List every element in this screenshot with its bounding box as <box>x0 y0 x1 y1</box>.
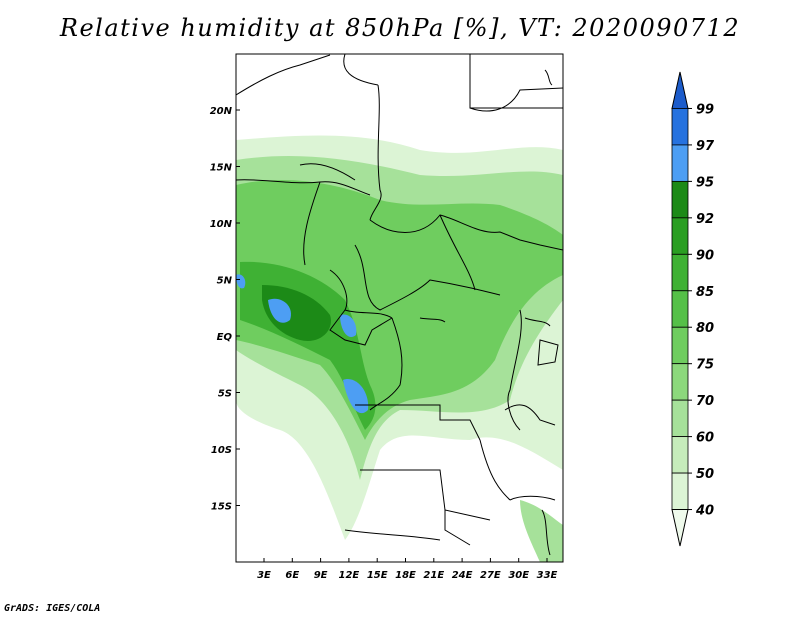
humidity-patch-blue-4 <box>236 274 246 289</box>
colorbar-level-label: 75 <box>696 358 714 373</box>
colorbar-swatch <box>671 144 689 182</box>
colorbar-level-label: 60 <box>696 431 714 446</box>
colorbar-swatch <box>671 253 689 292</box>
lon-tick-label: 15E <box>367 570 388 581</box>
lat-tick-label: 5N <box>217 276 233 287</box>
colorbar-max-triangle <box>671 71 689 109</box>
lon-tick-label: 30E <box>508 570 529 581</box>
colorbar-swatch <box>671 326 689 365</box>
humidity-band-green <box>236 180 563 440</box>
colorbar-level-label: 85 <box>696 285 714 300</box>
colorbar-level-label: 40 <box>695 504 714 519</box>
lon-tick-label: 6E <box>285 570 299 581</box>
humidity-map: 20N 15N 10N 5N EQ 5S 10S 15S 3E 6E 9E 12E 15E 18E 21E… <box>210 53 715 581</box>
lat-tick-label: 10N <box>210 219 233 230</box>
lat-tick-label: 10S <box>211 445 232 456</box>
colorbar-swatch <box>671 290 689 328</box>
lon-tick-label: 12E <box>339 570 360 581</box>
lon-tick-label: 3E <box>257 570 271 581</box>
colorbar-level-label: 70 <box>696 394 714 409</box>
colorbar: 40 50 60 70 75 80 85 90 92 95 97 99 <box>671 71 715 547</box>
colorbar-swatch <box>671 108 689 146</box>
colorbar-level-label: 90 <box>696 248 714 263</box>
lon-tick-label: 18E <box>395 570 416 581</box>
humidity-band-darkest <box>262 285 331 341</box>
colorbar-min-triangle <box>671 509 689 547</box>
lat-tick-label: 15N <box>210 163 233 174</box>
map-frame <box>235 53 564 563</box>
lat-tick-label: 20N <box>210 106 233 117</box>
lon-tick-label: 27E <box>480 570 501 581</box>
colorbar-level-label: 80 <box>696 321 714 336</box>
colorbar-level-label: 99 <box>696 102 714 117</box>
lat-tick-label: 15S <box>211 502 232 513</box>
footer-credit: GrADS: IGES/COLA <box>4 603 101 614</box>
humidity-patch-southeast <box>520 500 563 562</box>
lon-tick-label: 21E <box>423 570 444 581</box>
humidity-patch-blue-1 <box>268 298 291 323</box>
colorbar-swatch <box>671 363 689 401</box>
map-title: Relative humidity at 850hPa [%], VT: 202… <box>59 14 741 42</box>
colorbar-level-label: 50 <box>696 467 714 482</box>
colorbar-swatch <box>671 472 689 510</box>
colorbar-level-label: 92 <box>696 212 714 227</box>
lon-tick-label: 33E <box>537 570 558 581</box>
colorbar-swatch <box>671 399 689 438</box>
latitude-axis: 20N 15N 10N 5N EQ 5S 10S 15S <box>210 106 240 513</box>
humidity-field <box>236 54 563 562</box>
country-borders <box>236 54 563 556</box>
colorbar-swatch <box>671 436 689 474</box>
colorbar-swatch <box>671 217 689 255</box>
colorbar-swatch <box>671 180 689 219</box>
colorbar-level-label: 95 <box>696 175 714 190</box>
longitude-axis: 3E 6E 9E 12E 15E 18E 21E 24E 27E 30E 33E <box>257 558 558 581</box>
lat-tick-label: 5S <box>218 389 232 400</box>
humidity-patch-blue-2 <box>340 314 357 338</box>
lat-tick-label: EQ <box>217 332 233 343</box>
lon-tick-label: 9E <box>314 570 328 581</box>
lon-tick-label: 24E <box>452 570 473 581</box>
colorbar-level-label: 97 <box>696 139 715 154</box>
